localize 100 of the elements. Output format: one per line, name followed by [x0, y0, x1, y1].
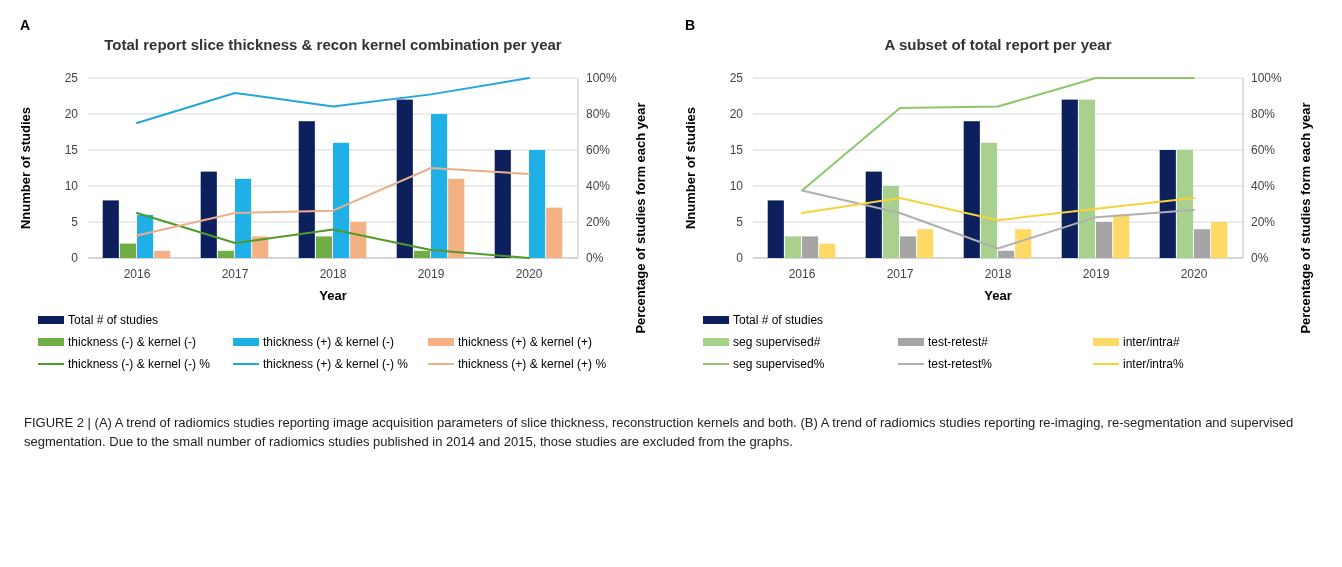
y-tick-label: 20	[64, 107, 79, 121]
y-tick-label: 10	[729, 179, 744, 193]
bar	[1096, 222, 1113, 258]
y2-tick-label: 80%	[1251, 107, 1276, 121]
legend-label: thickness (+) & kernel (+) %	[458, 357, 607, 371]
legend-label: thickness (+) & kernel (-)	[263, 335, 395, 349]
bar	[900, 236, 917, 258]
bar	[1113, 214, 1130, 258]
x-tick-label: 2017	[221, 267, 249, 281]
line-series	[136, 212, 530, 259]
bar	[917, 229, 934, 258]
bar	[1176, 150, 1193, 258]
legend-label: seg supervised%	[733, 357, 825, 371]
y2-tick-label: 60%	[1251, 143, 1276, 157]
chart-title: Total report slice thickness & recon kernel combination per year	[104, 36, 562, 53]
y-axis-title: Nnumber of studies	[18, 106, 33, 230]
bar	[200, 171, 217, 258]
line-series	[801, 189, 1195, 250]
bar	[767, 200, 784, 258]
x-tick-label: 2019	[1082, 267, 1110, 281]
y2-axis-title: Percentage of studies form each year	[633, 102, 648, 334]
legend-label: thickness (+) & kernel (-) %	[263, 357, 409, 371]
y-tick-label: 20	[729, 107, 744, 121]
y2-tick-label: 80%	[586, 107, 611, 121]
bar	[1015, 229, 1032, 258]
bar	[154, 250, 171, 258]
y-tick-label: 0	[736, 251, 744, 265]
line-series	[801, 77, 1195, 192]
bar	[529, 150, 546, 258]
y2-tick-label: 40%	[1251, 179, 1276, 193]
bar	[431, 114, 448, 258]
caption: FIGURE 2 | (A) A trend of radiomics studies reporting image acquisition parameters of slice thickness, reconstruction kernels and both. (B) A trend of radiomics studies reporting re-imaging, re-segmentation and supervised segmentation. Due to the small number of radiomics studies published in 2014 and 2015, those studies are excluded from the graphs.	[23, 414, 1295, 451]
bar	[1078, 99, 1095, 258]
x-tick-label: 2020	[1180, 267, 1208, 281]
legend-label: inter/intra%	[1123, 357, 1185, 371]
bar	[1159, 150, 1176, 258]
y2-tick-label: 100%	[586, 71, 618, 85]
y-tick-label: 15	[64, 143, 79, 157]
legend-label: thickness (-) & kernel (-) %	[68, 357, 211, 371]
bar	[252, 236, 269, 258]
bar	[350, 222, 367, 258]
text: B	[685, 17, 696, 33]
bar	[217, 250, 234, 258]
bar	[413, 250, 430, 258]
y2-tick-label: 0%	[1251, 251, 1269, 265]
y2-axis-title: Percentage of studies form each year	[1298, 102, 1313, 334]
x-tick-label: 2016	[788, 267, 816, 281]
bar	[980, 142, 997, 258]
x-tick-label: 2017	[886, 267, 914, 281]
line-series	[136, 167, 530, 237]
bar	[448, 178, 465, 258]
y-tick-label: 0	[71, 251, 79, 265]
chart-title: A subset of total report per year	[884, 36, 1112, 53]
bar	[396, 99, 413, 258]
x-axis-title: Year	[319, 288, 347, 303]
legend-label: thickness (+) & kernel (+)	[458, 335, 593, 349]
legend-label: Total # of studies	[68, 313, 159, 327]
y2-tick-label: 20%	[586, 215, 611, 229]
x-tick-label: 2018	[984, 267, 1012, 281]
y-tick-label: 5	[71, 215, 79, 229]
legend-label: Total # of studies	[733, 313, 824, 327]
x-tick-label: 2018	[319, 267, 347, 281]
x-tick-label: 2019	[417, 267, 445, 281]
bar	[802, 236, 819, 258]
bar	[494, 150, 511, 258]
x-tick-label: 2020	[515, 267, 543, 281]
bar	[298, 121, 315, 258]
y2-tick-label: 20%	[1251, 215, 1276, 229]
y-tick-label: 5	[736, 215, 744, 229]
legend-label: inter/intra#	[1123, 335, 1181, 349]
bar	[1061, 99, 1078, 258]
bar	[998, 250, 1015, 258]
bar	[882, 186, 899, 258]
legend-label: seg supervised#	[733, 335, 821, 349]
line-series	[801, 197, 1195, 222]
bar	[546, 207, 563, 258]
y-tick-label: 25	[64, 71, 79, 85]
y-tick-label: 10	[64, 179, 79, 193]
bar	[963, 121, 980, 258]
line-series	[136, 77, 530, 124]
bar	[1211, 222, 1228, 258]
bar	[333, 142, 350, 258]
text: A	[20, 17, 31, 33]
x-axis-title: Year	[984, 288, 1012, 303]
y2-tick-label: 0%	[586, 251, 604, 265]
bar	[1194, 229, 1211, 258]
legend-label: thickness (-) & kernel (-)	[68, 335, 197, 349]
bar	[315, 236, 332, 258]
y-axis-title: Nnumber of studies	[683, 106, 698, 230]
bar	[819, 243, 836, 258]
bar	[102, 200, 119, 258]
y2-tick-label: 40%	[586, 179, 611, 193]
y2-tick-label: 60%	[586, 143, 611, 157]
bar	[119, 243, 136, 258]
bar	[235, 178, 252, 258]
x-tick-label: 2016	[123, 267, 151, 281]
bar	[784, 236, 801, 258]
bar	[137, 214, 154, 258]
y-tick-label: 15	[729, 143, 744, 157]
y2-tick-label: 100%	[1251, 71, 1283, 85]
